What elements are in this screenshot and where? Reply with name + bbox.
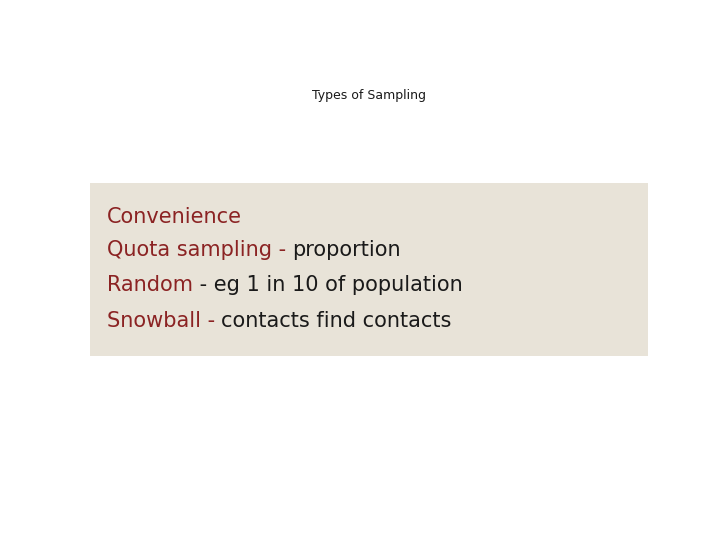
Text: Random: Random	[107, 275, 193, 295]
Text: Snowball -: Snowball -	[107, 310, 222, 330]
Text: contacts find contacts: contacts find contacts	[222, 310, 452, 330]
Text: - eg 1 in 10 of population: - eg 1 in 10 of population	[193, 275, 462, 295]
Text: Types of Sampling: Types of Sampling	[312, 90, 426, 103]
FancyBboxPatch shape	[90, 183, 648, 356]
Text: proportion: proportion	[292, 240, 401, 260]
Text: Quota sampling -: Quota sampling -	[107, 240, 292, 260]
Text: Convenience: Convenience	[107, 207, 242, 227]
